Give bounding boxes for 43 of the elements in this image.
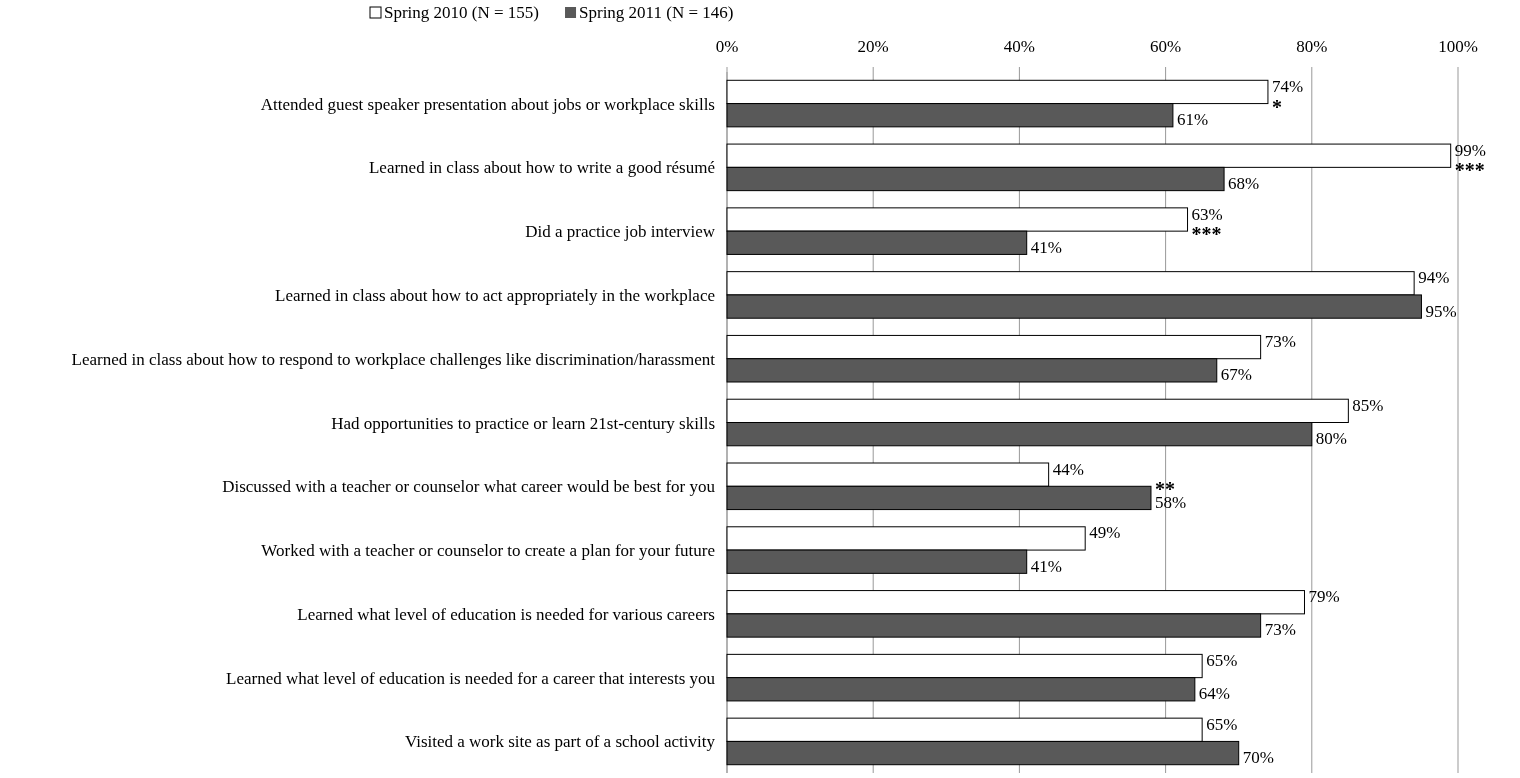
y-tick-label: Attended guest speaker presentation about jobs or workplace skills (260, 94, 715, 114)
data-label: 70% (1242, 748, 1274, 768)
data-label: 95% (1425, 301, 1457, 321)
data-label: 73% (1264, 620, 1296, 640)
x-tick-label: 20% (857, 37, 889, 56)
annotation: *** (1191, 223, 1222, 246)
data-label: 74% (1271, 76, 1304, 96)
data-label: 41% (1030, 556, 1062, 576)
y-tick-label: Worked with a teacher or counselor to create a plan for your future (261, 541, 715, 561)
data-label: 94% (1418, 268, 1450, 288)
data-label: 73% (1264, 332, 1296, 352)
x-tick-label: 100% (1438, 37, 1478, 56)
data-label: 85% (1352, 395, 1384, 415)
data-label: 68% (1228, 174, 1260, 193)
data-label: 63% (1191, 204, 1223, 224)
y-tick-label: Discussed with a teacher or counselor what career would be best for you (222, 477, 716, 497)
x-tick-label: 80% (1296, 37, 1328, 56)
legend-label: Spring 2011 (N = 146) (579, 3, 734, 22)
y-tick-label: Learned what level of education is needed for various careers (297, 604, 715, 624)
y-tick-label: Did a practice job interview (525, 222, 716, 242)
y-tick-label: Learned what level of education is needed for a career that interests you (226, 668, 716, 688)
data-label: 41% (1030, 237, 1062, 257)
x-tick-label: 60% (1150, 37, 1182, 56)
y-tick-label: Visited a work site as part of a school activity (404, 732, 716, 752)
data-label: 44% (1052, 459, 1084, 479)
annotation: * (1271, 95, 1282, 118)
data-label: 49% (1089, 523, 1121, 543)
data-label: 65% (1206, 714, 1238, 734)
data-label: 61% (1176, 110, 1209, 130)
x-tick-label: 0% (715, 37, 739, 56)
y-tick-label: Learned in class about how to write a good résumé (368, 158, 715, 178)
data-label: 67% (1220, 365, 1252, 385)
data-label: 99% (1454, 140, 1486, 160)
y-tick-label: Had opportunities to practice or learn 21st-century skills (331, 413, 715, 433)
data-label: 65% (1206, 651, 1238, 670)
annotation: *** (1454, 159, 1485, 182)
data-label: 64% (1198, 684, 1231, 704)
data-label: 79% (1308, 587, 1340, 607)
y-tick-label: Learned in class about how to respond to workplace challenges like discrimination/harassment (71, 349, 716, 369)
data-label: 80% (1315, 429, 1347, 449)
y-tick-label: Learned in class about how to act appropriately in the workplace (275, 285, 715, 305)
legend-label: Spring 2010 (N = 155) (384, 3, 540, 22)
x-tick-label: 40% (1003, 37, 1035, 56)
